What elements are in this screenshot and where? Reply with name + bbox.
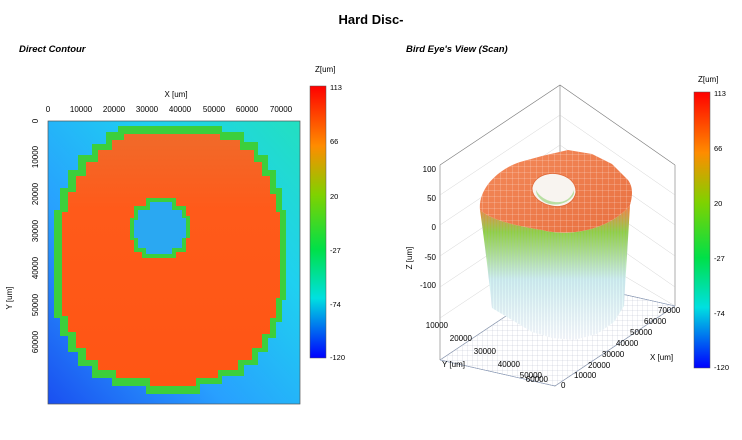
birdeye-chart: 100 50 0 -50 -100 Z [um] 10000 20000 300… bbox=[405, 75, 729, 390]
colorbar-ticks: 113 66 20 -27 -74 -120 bbox=[330, 83, 345, 362]
x3d-tick-labels: 0 10000 20000 30000 40000 50000 60000 70… bbox=[561, 306, 681, 390]
colorbar2-ticks: 113 66 20 -27 -74 -120 bbox=[714, 89, 729, 372]
cbar2-tick-2: 20 bbox=[714, 199, 722, 208]
cbar2-tick-4: -74 bbox=[714, 309, 725, 318]
x3d-tick-5: 50000 bbox=[630, 328, 653, 337]
y-tick-4: 40000 bbox=[31, 256, 40, 279]
contour-title: Direct Contour bbox=[19, 44, 86, 55]
disc-surface bbox=[62, 134, 280, 386]
y-tick-labels: 0 10000 20000 30000 40000 50000 60000 bbox=[31, 118, 40, 353]
cbar-tick-3: -27 bbox=[330, 246, 341, 255]
x-tick-7: 70000 bbox=[270, 105, 293, 114]
x-tick-5: 50000 bbox=[203, 105, 226, 114]
cbar2-tick-5: -120 bbox=[714, 363, 729, 372]
x-tick-0: 0 bbox=[46, 105, 51, 114]
x-tick-6: 60000 bbox=[236, 105, 259, 114]
y3d-tick-4: 50000 bbox=[520, 371, 543, 380]
colorbar2-label: Z[um] bbox=[698, 75, 718, 84]
contour-chart: X [um] Y [um] 0 10000 20000 30000 40000 … bbox=[5, 65, 345, 405]
colorbar bbox=[309, 85, 327, 359]
cbar2-tick-1: 66 bbox=[714, 144, 722, 153]
colorbar2 bbox=[693, 91, 711, 369]
y-tick-0: 0 bbox=[31, 118, 40, 123]
cbar-tick-0: 113 bbox=[330, 83, 342, 92]
y3d-tick-labels: 10000 20000 30000 40000 50000 60000 bbox=[426, 321, 549, 384]
x-tick-4: 40000 bbox=[169, 105, 192, 114]
x3d-axis-label: X [um] bbox=[650, 353, 673, 362]
cbar-tick-5: -120 bbox=[330, 353, 345, 362]
x3d-tick-2: 20000 bbox=[588, 361, 611, 370]
x3d-tick-3: 30000 bbox=[602, 350, 625, 359]
page-title: Hard Disc- bbox=[338, 12, 404, 27]
z-tick-4: -100 bbox=[420, 281, 437, 290]
y-axis-label: Y [um] bbox=[5, 287, 14, 310]
y3d-tick-5: 60000 bbox=[526, 375, 549, 384]
z-tick-2: 0 bbox=[432, 223, 437, 232]
z-tick-0: 100 bbox=[423, 165, 437, 174]
z-tick-3: -50 bbox=[424, 253, 436, 262]
x-tick-labels: 0 10000 20000 30000 40000 50000 60000 70… bbox=[46, 105, 293, 114]
x3d-tick-0: 0 bbox=[561, 381, 566, 390]
y3d-tick-0: 10000 bbox=[426, 321, 449, 330]
x-tick-3: 30000 bbox=[136, 105, 159, 114]
cbar-tick-1: 66 bbox=[330, 137, 338, 146]
y-tick-2: 20000 bbox=[31, 182, 40, 205]
disc-hole bbox=[134, 202, 186, 254]
cbar2-tick-0: 113 bbox=[714, 89, 726, 98]
z-tick-1: 50 bbox=[427, 194, 436, 203]
y3d-tick-2: 30000 bbox=[474, 347, 497, 356]
colorbar-label: Z[um] bbox=[315, 65, 335, 74]
y-tick-5: 50000 bbox=[31, 293, 40, 316]
birdeye-title: Bird Eye's View (Scan) bbox=[406, 44, 508, 55]
cbar2-tick-3: -27 bbox=[714, 254, 725, 263]
cbar-tick-2: 20 bbox=[330, 192, 338, 201]
y3d-tick-3: 40000 bbox=[498, 360, 521, 369]
x3d-tick-7: 70000 bbox=[658, 306, 681, 315]
y3d-tick-1: 20000 bbox=[450, 334, 473, 343]
x-tick-1: 10000 bbox=[70, 105, 93, 114]
z-tick-labels: 100 50 0 -50 -100 bbox=[420, 165, 437, 290]
x3d-tick-4: 40000 bbox=[616, 339, 639, 348]
y-tick-3: 30000 bbox=[31, 219, 40, 242]
y3d-axis-label: Y [um] bbox=[442, 360, 465, 369]
y-tick-6: 60000 bbox=[31, 330, 40, 353]
x-tick-2: 20000 bbox=[103, 105, 126, 114]
x-axis-label: X [um] bbox=[164, 90, 187, 99]
x3d-tick-6: 60000 bbox=[644, 317, 667, 326]
y-tick-1: 10000 bbox=[31, 145, 40, 168]
cbar-tick-4: -74 bbox=[330, 300, 341, 309]
z-axis-label: Z [um] bbox=[405, 247, 414, 270]
x3d-tick-1: 10000 bbox=[574, 371, 597, 380]
